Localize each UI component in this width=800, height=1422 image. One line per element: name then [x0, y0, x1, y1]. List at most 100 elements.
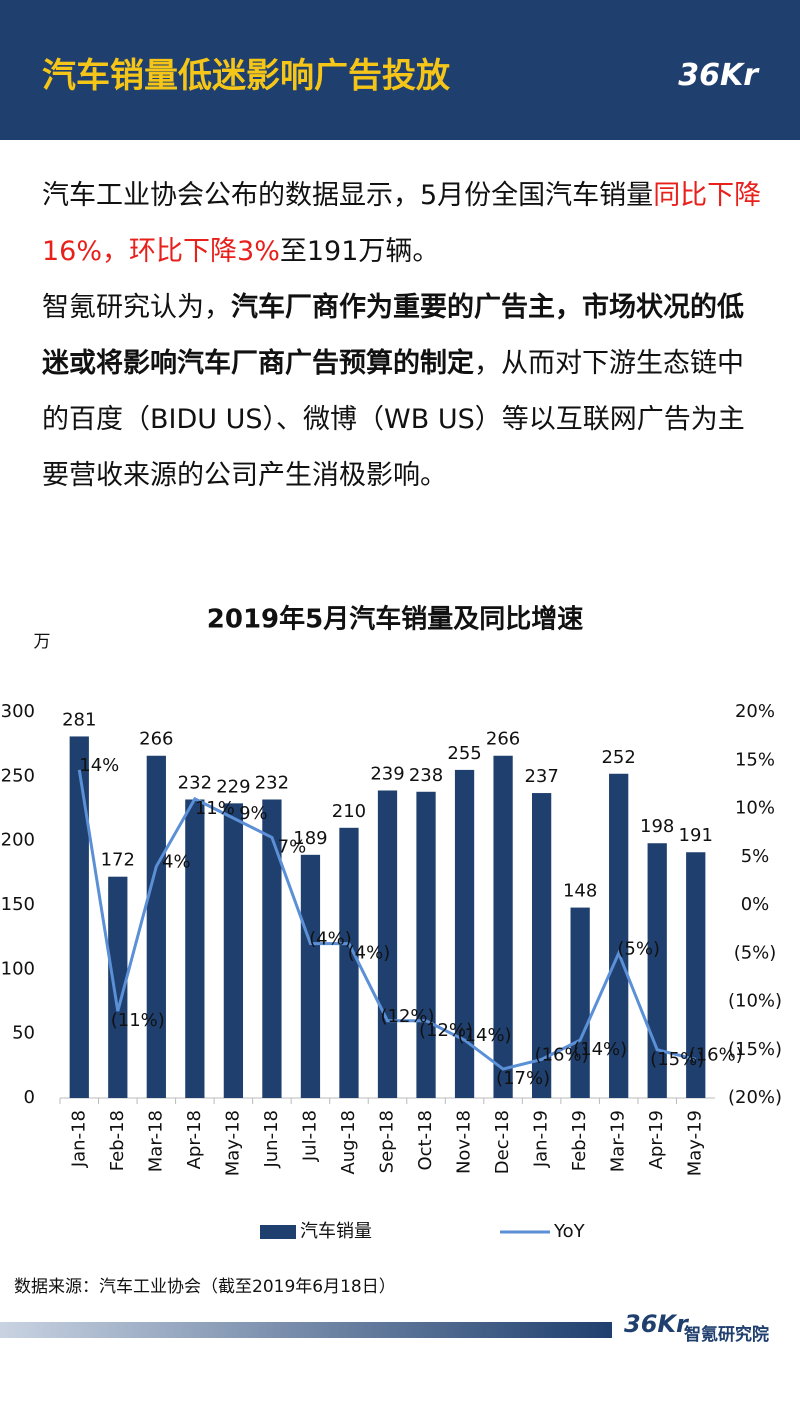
line-value-label: 11%: [195, 798, 235, 819]
bar-value-label: 266: [486, 729, 520, 750]
line-value-label: 9%: [239, 803, 268, 824]
bar-value-label: 281: [62, 709, 96, 730]
x-tick-label: Jul-18: [299, 1110, 320, 1162]
yoy-line: [77, 769, 697, 1071]
bar: [570, 907, 590, 1098]
line-value-label: (5%): [617, 938, 660, 959]
line-value-label: (14%): [573, 1039, 627, 1060]
bar-value-label: 198: [640, 816, 674, 837]
body-text: 汽车工业协会公布的数据显示，5月份全国汽车销量同比下降16%，环比下降3%至19…: [42, 168, 762, 504]
bar-value-label: 239: [370, 763, 404, 784]
line-value-label: (17%): [496, 1068, 550, 1089]
bar: [454, 769, 475, 1098]
bar: [416, 791, 436, 1098]
line-value-label: (11%): [111, 1010, 165, 1031]
logo: 36Kr: [678, 58, 758, 93]
bar-value-label: 237: [524, 766, 558, 787]
y2-tick-label: 5%: [741, 846, 770, 867]
line-value-label: 4%: [162, 851, 191, 872]
chart-title: 2019年5月汽车销量及同比增速: [207, 604, 583, 635]
x-tick-label: Jun-18: [261, 1110, 282, 1169]
bar-value-label: 255: [447, 743, 481, 764]
legend-label: YoY: [553, 1221, 586, 1242]
text: 至191万辆。: [279, 236, 440, 267]
bar-value-label: 232: [178, 772, 212, 793]
y2-tick-label: (20%): [728, 1087, 782, 1108]
bar: [609, 773, 629, 1098]
y-tick-label: 250: [1, 765, 35, 786]
line-value-label: (12%): [380, 1006, 434, 1027]
y2-tick-label: (10%): [728, 991, 782, 1012]
line-value-label: (15%): [650, 1049, 704, 1070]
paragraph: 智氪研究认为，汽车厂商作为重要的广告主，市场状况的低迷或将影响汽车厂商广告预算的…: [42, 280, 762, 504]
y2-tick-label: (5%): [734, 942, 777, 963]
legend-swatch: [260, 1225, 296, 1239]
y-tick-label: 300: [1, 701, 35, 722]
text: 智氪研究认为，: [42, 292, 231, 323]
bar: [339, 827, 359, 1098]
y-tick-label: 0: [24, 1087, 35, 1108]
bar-value-label: 252: [601, 747, 635, 768]
bar-value-label: 210: [332, 801, 366, 822]
bar: [185, 799, 205, 1098]
y2-tick-label: 0%: [741, 894, 770, 915]
bar: [300, 854, 321, 1098]
x-tick-label: Feb-19: [569, 1110, 590, 1171]
x-tick-label: Apr-18: [184, 1110, 205, 1169]
bar-value-label: 232: [255, 772, 289, 793]
x-tick-label: Jan-19: [531, 1110, 552, 1168]
line-value-label: 14%: [79, 755, 119, 776]
line-value-label: (16%): [689, 1044, 743, 1065]
text: ，从而对下游生态链中的百度（BIDU US）、微博（WB US）等以互联网广告为…: [42, 348, 745, 491]
paragraph: 汽车工业协会公布的数据显示，5月份全国汽车销量同比下降16%，环比下降3%至19…: [42, 168, 762, 280]
y-tick-label: 50: [12, 1023, 35, 1044]
x-tick-label: Dec-18: [492, 1110, 513, 1174]
bar: [108, 876, 128, 1098]
line-value-label: (12%): [419, 1020, 473, 1041]
x-tick-label: Sep-18: [377, 1110, 398, 1173]
bar-value-label: 172: [101, 850, 135, 871]
legend-label: 汽车销量: [300, 1221, 372, 1242]
source: 数据来源：汽车工业协会（截至2019年6月18日）: [14, 1277, 396, 1297]
bar: [686, 852, 706, 1098]
bar-value-label: 238: [409, 765, 443, 786]
x-tick-label: Mar-19: [608, 1110, 629, 1172]
text: 汽车工业协会公布的数据显示，5月份全国汽车销量: [42, 180, 654, 211]
y-tick-label: 150: [1, 894, 35, 915]
bar: [262, 799, 282, 1098]
x-tick-label: Mar-18: [145, 1110, 166, 1172]
x-tick-label: Nov-18: [454, 1110, 475, 1174]
line-value-label: (16%): [535, 1044, 589, 1065]
bar-value-label: 266: [139, 729, 173, 750]
bar: [146, 755, 166, 1098]
bar: [531, 793, 552, 1098]
bar-value-label: 229: [216, 776, 250, 797]
chart: 2019年5月汽车销量及同比增速 万 0 50 100 150 200 250 300 (20…: [1, 604, 782, 1243]
x-tick-label: Aug-18: [338, 1110, 359, 1175]
line-value-label: (4%): [348, 943, 391, 964]
bar-value-label: 189: [293, 828, 327, 849]
footer-bar: [0, 1322, 612, 1338]
line-value-label: 7%: [278, 836, 307, 857]
y-tick-label: 100: [1, 958, 35, 979]
x-tick-label: Feb-18: [107, 1110, 128, 1171]
bar: [69, 736, 89, 1098]
footer-logo: 36Kr: [624, 1310, 688, 1338]
y-unit: 万: [34, 632, 51, 652]
y2-tick-label: 10%: [735, 798, 775, 819]
x-tick-label: Jan-18: [68, 1110, 89, 1168]
line-value-label: (4%): [309, 929, 352, 950]
y2-tick-label: 20%: [735, 701, 775, 722]
emphasis: 汽车厂商作为重要的广告主，市场状况的低迷或将影响汽车厂商广告预算的制定: [42, 292, 744, 379]
bar-value-label: 191: [679, 825, 713, 846]
bar-value-label: 148: [563, 881, 597, 902]
y2-tick-label: (15%): [728, 1039, 782, 1060]
x-tick-label: Apr-19: [646, 1110, 667, 1169]
footer-org: 智氪研究院: [684, 1325, 769, 1345]
highlight: 同比下降16%，环比下降3%: [42, 180, 762, 267]
y-tick-label: 200: [1, 830, 35, 851]
y2-tick-label: 15%: [735, 749, 775, 770]
x-tick-label: Oct-18: [415, 1110, 436, 1171]
x-tick-label: May-19: [685, 1110, 706, 1176]
